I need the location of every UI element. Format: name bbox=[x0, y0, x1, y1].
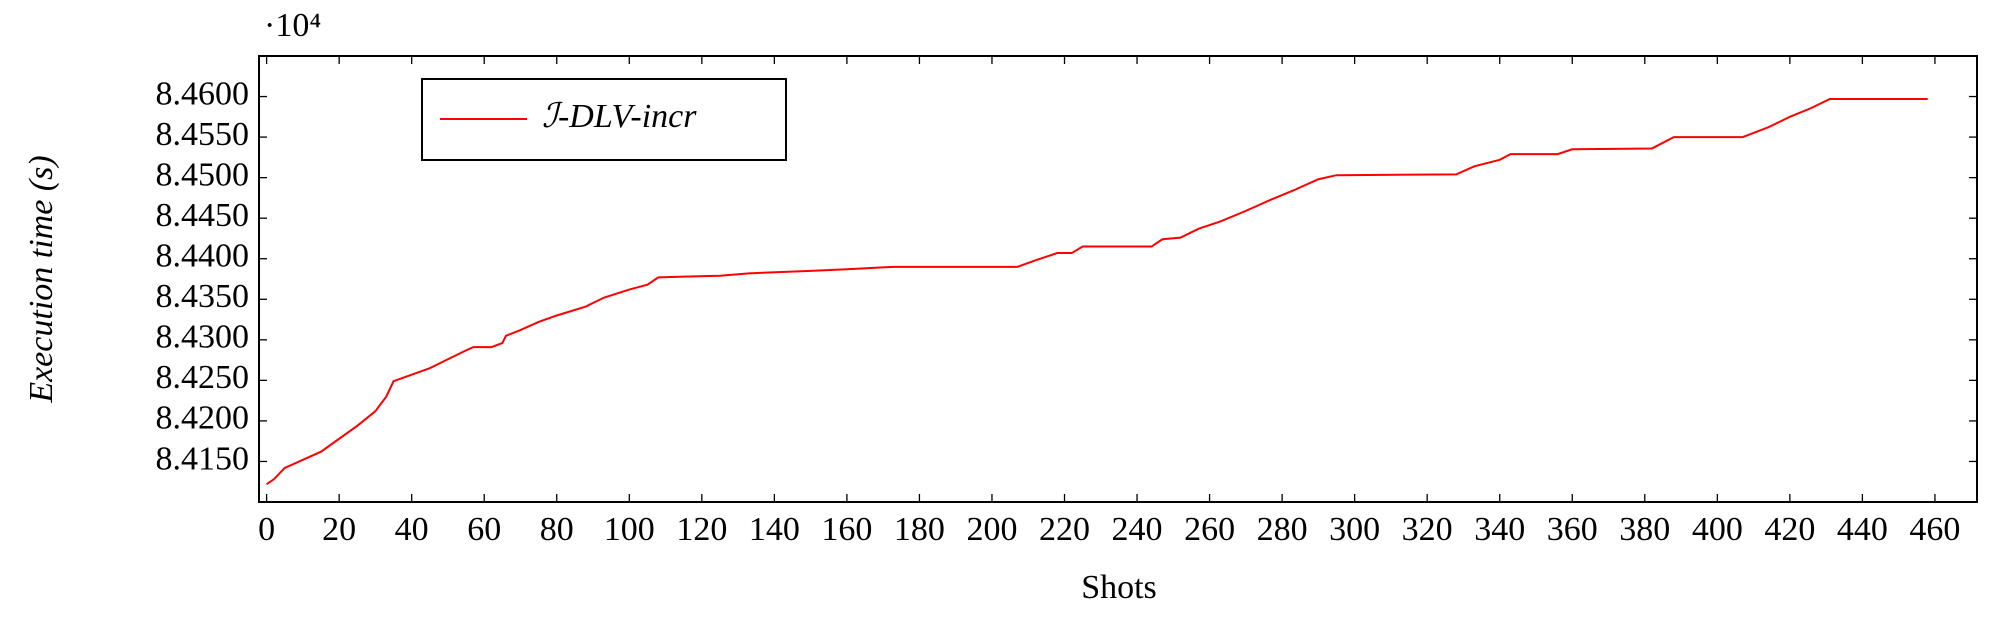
y-tick-label: 8.4550 bbox=[156, 116, 250, 153]
plot-frame bbox=[258, 55, 1978, 503]
x-tick-label: 80 bbox=[540, 511, 574, 548]
x-tick-label: 220 bbox=[1039, 511, 1090, 548]
x-tick-label: 380 bbox=[1619, 511, 1670, 548]
y-tick-label: 8.4500 bbox=[156, 156, 250, 193]
x-tick-label: 200 bbox=[966, 511, 1017, 548]
x-tick-label: 320 bbox=[1402, 511, 1453, 548]
x-tick-label: 0 bbox=[258, 511, 275, 548]
x-tick-label: 400 bbox=[1692, 511, 1743, 548]
x-tick-label: 460 bbox=[1909, 511, 1960, 548]
y-axis-label: Execution time (s) bbox=[23, 155, 60, 403]
x-tick-label: 40 bbox=[395, 511, 429, 548]
y-tick-label: 8.4150 bbox=[156, 440, 250, 477]
y-tick-label: 8.4200 bbox=[156, 400, 250, 437]
x-tick-label: 20 bbox=[322, 511, 356, 548]
y-multiplier: ·10⁴ bbox=[264, 7, 321, 44]
x-tick-label: 240 bbox=[1112, 511, 1163, 548]
x-tick-label: 440 bbox=[1837, 511, 1888, 548]
y-tick-label: 8.4600 bbox=[156, 75, 250, 112]
y-tick-label: 8.4250 bbox=[156, 359, 250, 396]
x-tick-label: 180 bbox=[894, 511, 945, 548]
legend-label: ℐ-DLV-incr bbox=[542, 98, 697, 135]
x-tick-label: 160 bbox=[821, 511, 872, 548]
y-tick-label: 8.4350 bbox=[156, 278, 250, 315]
x-tick-label: 420 bbox=[1764, 511, 1815, 548]
x-tick-label: 120 bbox=[676, 511, 727, 548]
y-tick-label: 8.4400 bbox=[156, 238, 250, 275]
y-tick-label: 8.4450 bbox=[156, 197, 250, 234]
data-line bbox=[266, 97, 1928, 485]
x-tick-label: 280 bbox=[1257, 511, 1308, 548]
x-tick-label: 260 bbox=[1184, 511, 1235, 548]
x-tick-label: 340 bbox=[1474, 511, 1525, 548]
x-tick-label: 360 bbox=[1547, 511, 1598, 548]
x-tick-label: 100 bbox=[604, 511, 655, 548]
x-tick-label: 300 bbox=[1329, 511, 1380, 548]
x-tick-label: 60 bbox=[467, 511, 501, 548]
y-tick-label: 8.4300 bbox=[156, 319, 250, 356]
x-tick-label: 140 bbox=[749, 511, 800, 548]
x-axis-label: Shots bbox=[1081, 569, 1157, 606]
